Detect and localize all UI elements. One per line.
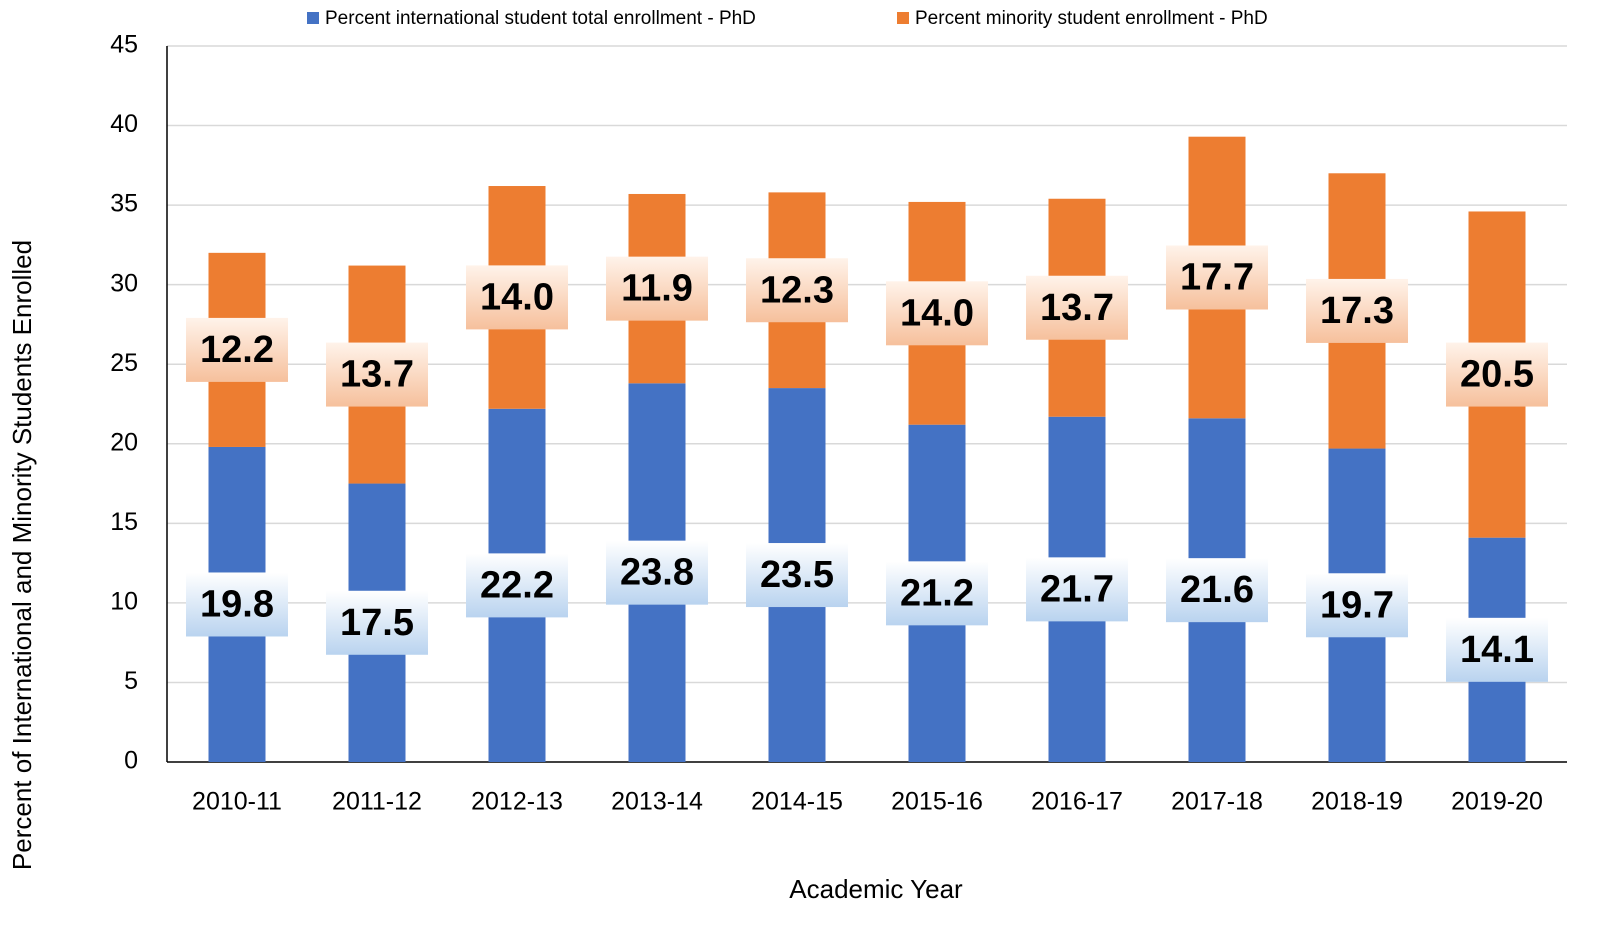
data-label-box <box>466 553 568 618</box>
x-tick-label: 2012-13 <box>471 788 563 816</box>
legend-swatch <box>307 12 319 24</box>
x-tick-label: 2017-18 <box>1171 788 1263 816</box>
data-label-box <box>1446 342 1548 407</box>
data-label: 12.2 <box>200 329 274 371</box>
data-label: 21.2 <box>900 572 974 614</box>
data-label-box <box>1026 557 1128 622</box>
data-label-box <box>186 572 288 637</box>
data-label: 23.8 <box>620 552 694 594</box>
y-tick-label: 45 <box>110 31 138 59</box>
data-label: 22.2 <box>480 564 554 606</box>
data-label: 13.7 <box>340 354 414 396</box>
x-tick-label: 2011-12 <box>332 788 422 816</box>
data-label: 19.7 <box>1320 584 1394 626</box>
x-tick-label: 2018-19 <box>1311 788 1403 816</box>
data-label: 13.7 <box>1040 287 1114 329</box>
x-axis-label: Academic Year <box>789 874 963 904</box>
data-label-box <box>606 256 708 321</box>
data-label-box <box>606 540 708 605</box>
data-label: 14.1 <box>1460 629 1534 671</box>
data-label: 23.5 <box>760 554 834 596</box>
data-label-box <box>746 543 848 608</box>
data-label: 11.9 <box>621 268 693 310</box>
y-tick-label: 5 <box>124 667 138 695</box>
data-label-box <box>326 342 428 407</box>
y-tick-label: 0 <box>124 747 138 775</box>
legend-label: Percent international student total enro… <box>325 8 756 29</box>
data-label-box <box>886 281 988 346</box>
y-tick-label: 20 <box>110 428 138 456</box>
data-label-box <box>326 590 428 655</box>
data-label: 20.5 <box>1460 354 1534 396</box>
data-label: 17.5 <box>340 602 414 644</box>
legend-swatch <box>897 12 909 24</box>
data-label-box <box>1166 558 1268 623</box>
data-label: 12.3 <box>760 269 834 311</box>
y-tick-label: 25 <box>110 349 138 377</box>
data-label-box <box>1026 275 1128 340</box>
data-label: 14.0 <box>480 276 554 318</box>
y-tick-label: 15 <box>110 508 138 536</box>
data-label-box <box>466 265 568 330</box>
x-tick-label: 2015-16 <box>891 788 983 816</box>
data-label: 17.7 <box>1180 257 1254 299</box>
data-label: 14.0 <box>900 292 974 334</box>
x-tick-label: 2016-17 <box>1031 788 1123 816</box>
data-label-box <box>1306 573 1408 638</box>
data-label-box <box>1166 245 1268 310</box>
data-label-box <box>1306 278 1408 343</box>
data-label-box <box>1446 617 1548 682</box>
data-label-box <box>186 317 288 382</box>
data-label: 17.3 <box>1320 290 1394 332</box>
x-tick-label: 2010-11 <box>192 788 282 816</box>
y-tick-label: 35 <box>110 190 138 218</box>
data-label-box <box>746 258 848 323</box>
x-tick-label: 2013-14 <box>611 788 703 816</box>
data-label: 19.8 <box>200 584 274 626</box>
data-label: 21.6 <box>1180 569 1254 611</box>
data-label-box <box>886 561 988 626</box>
x-tick-label: 2019-20 <box>1451 788 1543 816</box>
x-tick-label: 2014-15 <box>751 788 843 816</box>
y-tick-label: 10 <box>110 587 138 615</box>
y-tick-label: 30 <box>110 269 138 297</box>
y-axis-label: Percent of International and Minority St… <box>7 240 37 870</box>
data-label: 21.7 <box>1040 568 1114 610</box>
y-tick-label: 40 <box>110 110 138 138</box>
legend-label: Percent minority student enrollment - Ph… <box>915 8 1268 29</box>
